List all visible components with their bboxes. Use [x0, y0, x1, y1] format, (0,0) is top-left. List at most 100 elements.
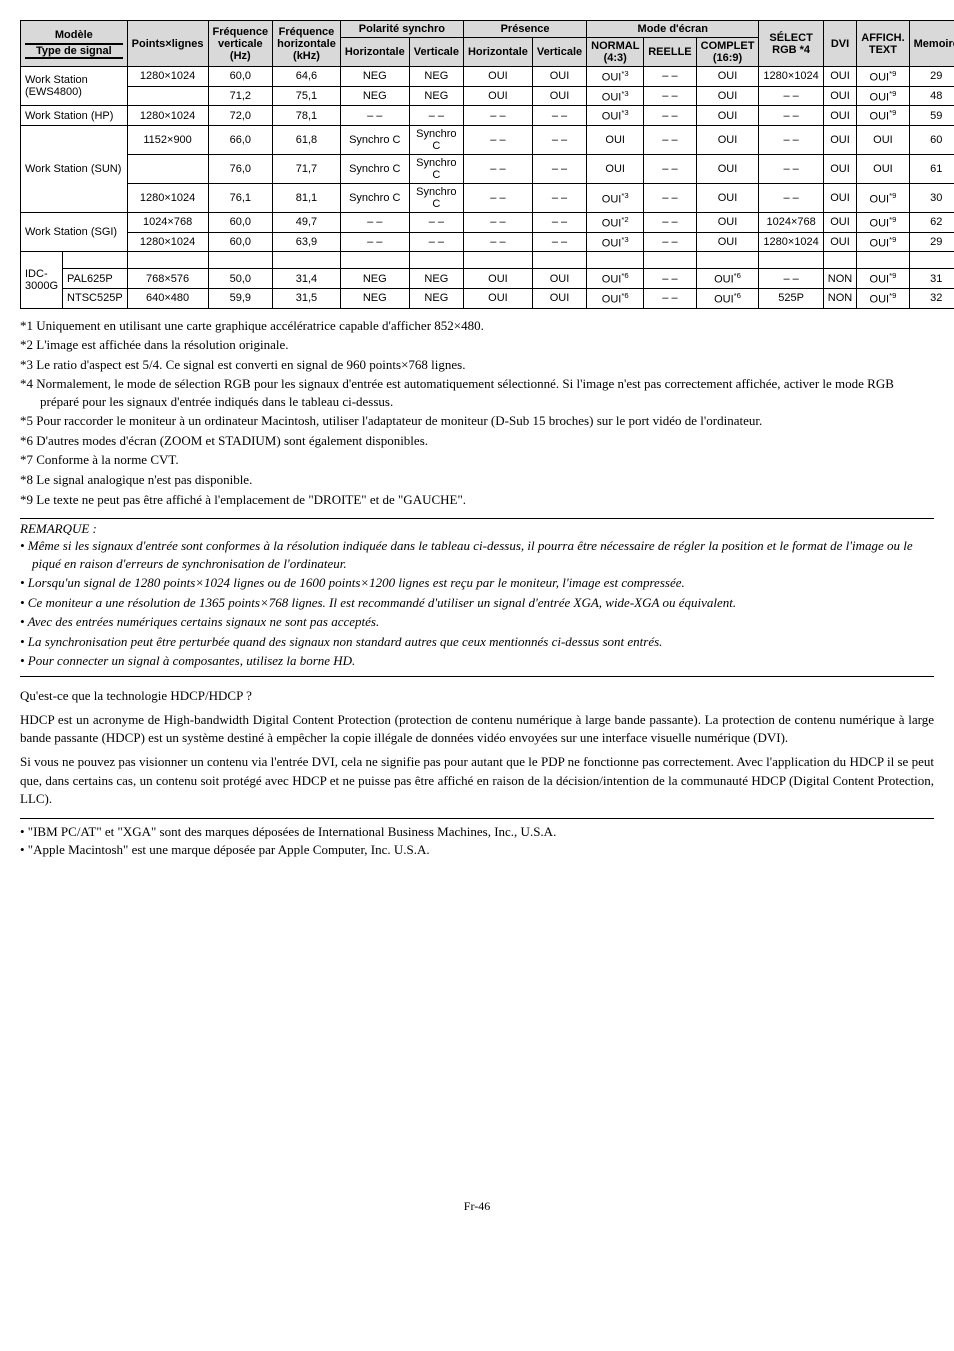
data-cell: – –	[644, 232, 696, 252]
data-cell: OUI*6	[587, 288, 644, 308]
data-cell: – –	[340, 232, 409, 252]
data-cell: OUI	[696, 183, 759, 212]
th-affich: AFFICH. TEXT	[857, 21, 909, 67]
data-cell: OUI*9	[857, 67, 909, 87]
signal-table: Modèle Type de signal Points×lignes Fréq…	[20, 20, 954, 309]
data-cell: 29	[909, 67, 954, 87]
empty-cell	[273, 252, 341, 269]
table-row: NTSC525P640×48059,931,5NEGNEGOUIOUIOUI*6…	[21, 288, 954, 308]
data-cell: 81,1	[273, 183, 341, 212]
footnotes: *1 Uniquement en utilisant une carte gra…	[20, 317, 934, 508]
data-cell: – –	[532, 212, 586, 232]
data-cell: 1280×1024	[127, 67, 208, 87]
data-cell: – –	[644, 212, 696, 232]
th-mode-complet: COMPLET (16:9)	[696, 38, 759, 67]
data-cell: – –	[644, 67, 696, 87]
footnote-item: *4 Normalement, le mode de sélection RGB…	[20, 375, 934, 410]
data-cell: – –	[409, 232, 463, 252]
data-cell: – –	[463, 232, 532, 252]
data-cell: – –	[644, 183, 696, 212]
data-cell: 71,7	[273, 154, 341, 183]
data-cell: 61,8	[273, 125, 341, 154]
footnote-item: *3 Le ratio d'aspect est 5/4. Ce signal …	[20, 356, 934, 374]
table-row: IDC-3000G	[21, 252, 954, 269]
data-cell: OUI*2	[587, 212, 644, 232]
data-cell: – –	[644, 288, 696, 308]
table-row: 71,275,1NEGNEGOUIOUIOUI*3– –OUI– –OUIOUI…	[21, 86, 954, 106]
data-cell: – –	[759, 269, 823, 289]
table-row: Work Station (EWS4800)1280×102460,064,6N…	[21, 67, 954, 87]
footnote-item: *5 Pour raccorder le moniteur à un ordin…	[20, 412, 934, 430]
hdcp-question: Qu'est-ce que la technologie HDCP/HDCP ?	[20, 687, 934, 705]
data-cell: OUI	[532, 86, 586, 106]
remark-item: • Pour connecter un signal à composantes…	[20, 652, 934, 670]
data-cell: OUI	[463, 86, 532, 106]
data-cell: OUI*9	[857, 288, 909, 308]
footnote-item: *9 Le texte ne peut pas être affiché à l…	[20, 491, 934, 509]
data-cell: OUI	[696, 67, 759, 87]
data-cell: OUI	[823, 125, 856, 154]
data-cell: – –	[340, 106, 409, 126]
data-cell: – –	[644, 106, 696, 126]
data-cell: NON	[823, 269, 856, 289]
th-fh: Fréquence horizontale (kHz)	[273, 21, 341, 67]
footnote-item: *7 Conforme à la norme CVT.	[20, 451, 934, 469]
th-pres-v: Verticale	[532, 38, 586, 67]
data-cell: 29	[909, 232, 954, 252]
data-cell: OUI	[823, 183, 856, 212]
th-dvi: DVI	[823, 21, 856, 67]
data-cell: 1152×900	[127, 125, 208, 154]
empty-cell	[587, 252, 644, 269]
empty-cell	[696, 252, 759, 269]
data-cell: 30	[909, 183, 954, 212]
data-cell: 60,0	[208, 67, 273, 87]
data-cell: OUI*3	[587, 232, 644, 252]
data-cell: 1280×1024	[127, 232, 208, 252]
data-cell: – –	[532, 232, 586, 252]
type-signal-label: Type de signal	[25, 43, 123, 59]
data-cell: – –	[759, 125, 823, 154]
data-cell: 64,6	[273, 67, 341, 87]
data-cell: 31	[909, 269, 954, 289]
data-cell: 76,1	[208, 183, 273, 212]
data-cell: 50,0	[208, 269, 273, 289]
data-cell: OUI*6	[587, 269, 644, 289]
data-cell: OUI	[532, 288, 586, 308]
data-cell	[127, 154, 208, 183]
data-cell: 75,1	[273, 86, 341, 106]
data-cell: NEG	[340, 269, 409, 289]
trademark-item: • "IBM PC/AT" et "XGA" sont des marques …	[20, 823, 934, 841]
th-presence: Présence	[463, 21, 586, 38]
data-cell: 63,9	[273, 232, 341, 252]
th-polarite: Polarité synchro	[340, 21, 463, 38]
remark-item: • Lorsqu'un signal de 1280 points×1024 l…	[20, 574, 934, 592]
data-cell: OUI	[823, 232, 856, 252]
data-cell: – –	[340, 212, 409, 232]
sub-model-cell: PAL625P	[63, 269, 128, 289]
th-polar-h: Horizontale	[340, 38, 409, 67]
th-modele: Modèle Type de signal	[21, 21, 128, 67]
data-cell: – –	[759, 86, 823, 106]
data-cell: OUI	[463, 288, 532, 308]
empty-cell	[208, 252, 273, 269]
empty-cell	[463, 252, 532, 269]
data-cell	[127, 86, 208, 106]
table-row: 1280×102460,063,9– –– –– –– –OUI*3– –OUI…	[21, 232, 954, 252]
data-cell: OUI	[696, 125, 759, 154]
data-cell: 59,9	[208, 288, 273, 308]
data-cell: 525P	[759, 288, 823, 308]
data-cell: OUI*6	[696, 269, 759, 289]
data-cell: 66,0	[208, 125, 273, 154]
data-cell: – –	[759, 106, 823, 126]
data-cell: – –	[463, 154, 532, 183]
data-cell: OUI*3	[587, 183, 644, 212]
data-cell: OUI*6	[696, 288, 759, 308]
data-cell: – –	[409, 212, 463, 232]
empty-cell	[409, 252, 463, 269]
data-cell: – –	[644, 154, 696, 183]
data-cell: – –	[409, 106, 463, 126]
data-cell: OUI*3	[587, 67, 644, 87]
data-cell: OUI	[532, 269, 586, 289]
data-cell: 60	[909, 125, 954, 154]
data-cell: 1280×1024	[127, 183, 208, 212]
